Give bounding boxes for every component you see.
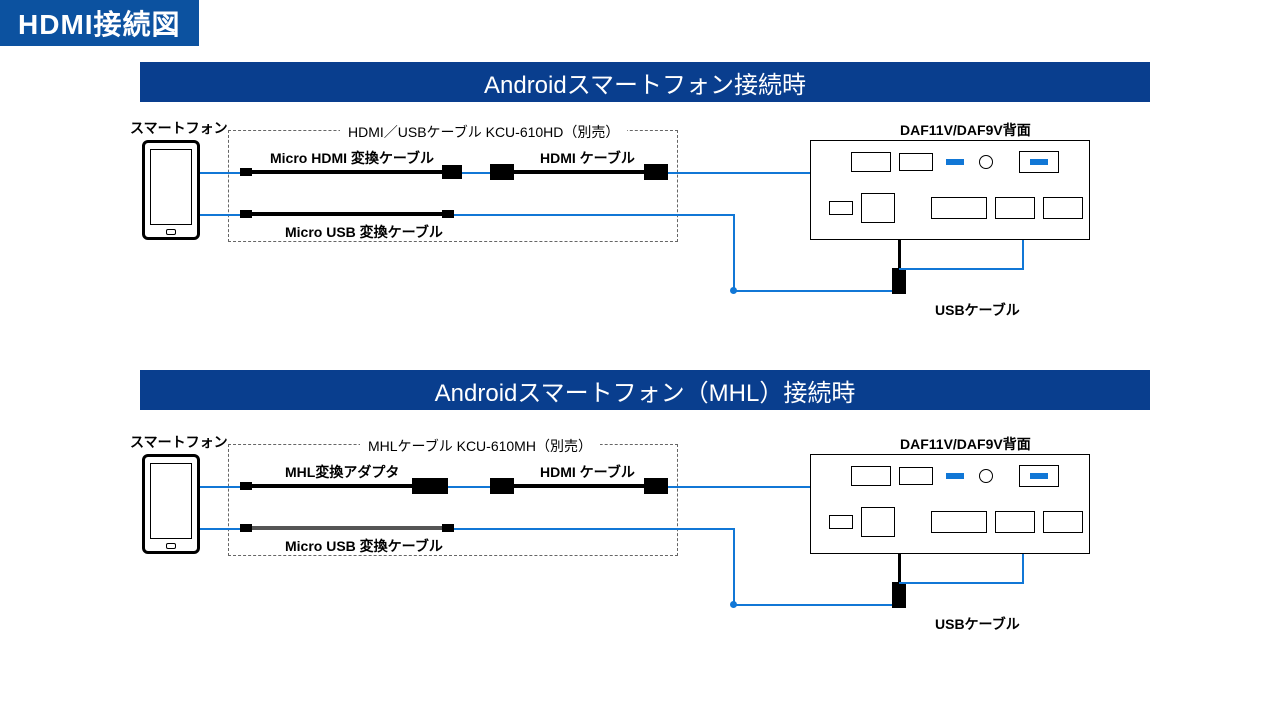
junction-dot-icon	[730, 601, 737, 608]
hdmi-port-icon	[851, 152, 891, 172]
cable-icon	[898, 240, 901, 270]
port-icon	[1043, 511, 1083, 533]
wire	[733, 604, 898, 606]
port-icon	[931, 511, 987, 533]
phone-label-1: スマートフォン	[130, 118, 228, 138]
wire	[200, 214, 240, 216]
wire	[899, 582, 1023, 584]
connector-icon	[490, 164, 514, 180]
connector-icon	[240, 524, 252, 532]
usb-connector-icon	[892, 268, 906, 294]
usb-cable-label-2: USBケーブル	[935, 614, 1020, 634]
port-icon	[995, 197, 1035, 219]
page-title: HDMI接続図	[18, 3, 181, 43]
hdmi-cable-label-1: HDMI ケーブル	[540, 148, 635, 168]
section1-title-bar: Androidスマートフォン接続時	[140, 62, 1150, 102]
cable-icon	[252, 484, 412, 488]
head-unit-icon-2	[810, 454, 1090, 554]
cable-icon	[898, 554, 901, 584]
device-label-1: DAF11V/DAF9V背面	[900, 120, 1031, 140]
cable-icon	[514, 484, 644, 488]
wire	[733, 290, 898, 292]
usb-port-icon	[1019, 465, 1059, 487]
port-icon	[829, 515, 853, 529]
wire	[448, 486, 490, 488]
connector-icon	[442, 165, 462, 179]
connector-icon	[644, 478, 668, 494]
port-icon	[829, 201, 853, 215]
wire	[200, 528, 240, 530]
cable-group-label-1: HDMI／USBケーブル KCU-610HD（別売）	[340, 122, 627, 142]
phone-label-2: スマートフォン	[130, 432, 228, 452]
usb-connector-icon	[892, 582, 906, 608]
connector-icon	[442, 524, 454, 532]
micro-hdmi-label-1: Micro HDMI 変換ケーブル	[270, 148, 434, 168]
port-icon	[899, 153, 933, 171]
section1-title: Androidスマートフォン接続時	[484, 65, 806, 100]
hdmi-port-icon	[851, 466, 891, 486]
smartphone-icon-2	[142, 454, 200, 554]
port-icon	[861, 193, 895, 223]
cable-group-label-2: MHLケーブル KCU-610MH（別売）	[360, 436, 600, 456]
connector-icon	[644, 164, 668, 180]
port-icon	[861, 507, 895, 537]
wire	[899, 268, 1023, 270]
hdmi-cable-label-2: HDMI ケーブル	[540, 462, 635, 482]
cable-icon	[252, 212, 442, 216]
port-icon	[995, 511, 1035, 533]
micro-usb-label-2: Micro USB 変換ケーブル	[285, 536, 443, 556]
wire	[200, 486, 240, 488]
wire	[462, 172, 490, 174]
connector-icon	[490, 478, 514, 494]
wire	[733, 528, 735, 604]
port-icon	[899, 467, 933, 485]
mhl-adapter-label: MHL変換アダプタ	[285, 462, 399, 482]
cable-icon	[252, 526, 442, 530]
usb-cable-label-1: USBケーブル	[935, 300, 1020, 320]
wire	[200, 172, 240, 174]
wire	[454, 214, 734, 216]
port-icon	[1043, 197, 1083, 219]
connector-icon	[240, 210, 252, 218]
junction-dot-icon	[730, 287, 737, 294]
cable-icon	[514, 170, 644, 174]
port-icon	[979, 469, 993, 483]
port-icon	[979, 155, 993, 169]
head-unit-icon-1	[810, 140, 1090, 240]
micro-usb-label-1: Micro USB 変換ケーブル	[285, 222, 443, 242]
port-icon	[931, 197, 987, 219]
smartphone-icon-1	[142, 140, 200, 240]
section2-title: Androidスマートフォン（MHL）接続時	[435, 373, 856, 408]
usb-port-icon	[1019, 151, 1059, 173]
wire	[733, 214, 735, 290]
connector-icon	[240, 482, 252, 490]
cable-icon	[252, 170, 442, 174]
wire	[454, 528, 734, 530]
device-label-2: DAF11V/DAF9V背面	[900, 434, 1031, 454]
connector-icon	[442, 210, 454, 218]
connector-icon	[240, 168, 252, 176]
connector-icon	[412, 478, 448, 494]
section2-title-bar: Androidスマートフォン（MHL）接続時	[140, 370, 1150, 410]
page-title-bar: HDMI接続図	[0, 0, 199, 46]
